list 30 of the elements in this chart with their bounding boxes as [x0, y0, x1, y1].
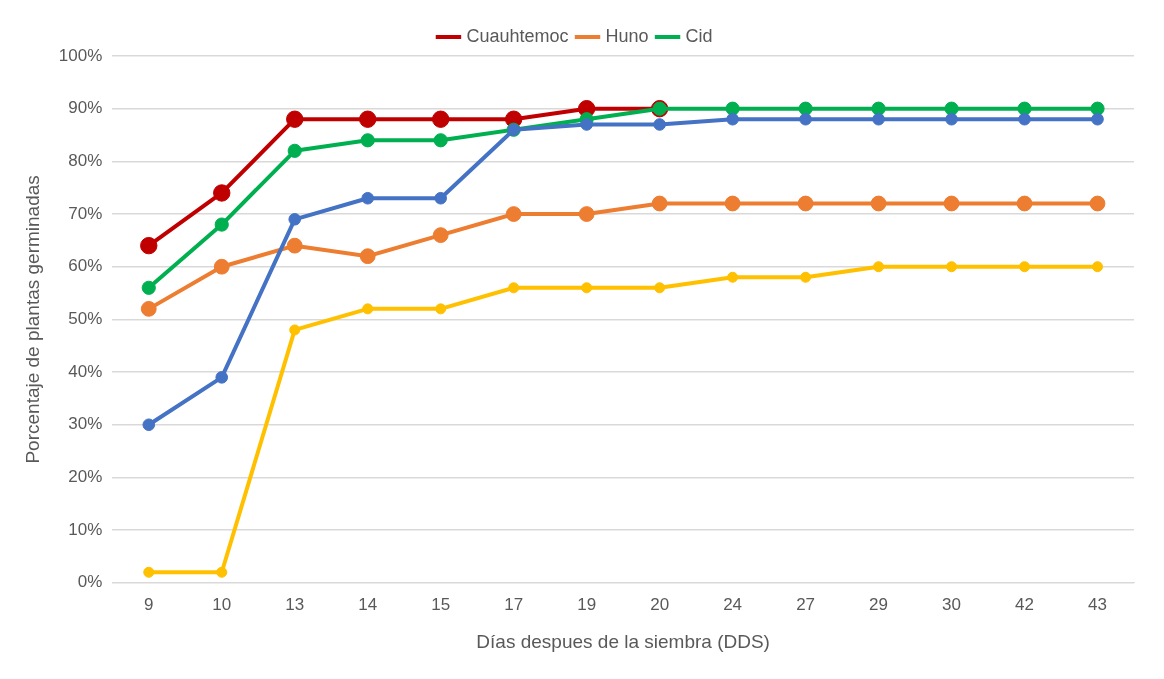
x-tick-label: 14: [358, 594, 378, 614]
y-tick-label: 10%: [68, 519, 103, 539]
x-tick-label: 42: [1015, 594, 1034, 614]
x-tick-label: 29: [869, 594, 889, 614]
x-tick-label: 19: [577, 594, 597, 614]
y-tick-label: 100%: [58, 45, 103, 65]
y-tick-label: 40%: [68, 361, 103, 381]
legend-label: Huno: [605, 25, 649, 46]
y-tick-label: 0%: [77, 572, 103, 592]
y-tick-label: 90%: [68, 98, 103, 118]
x-tick-label: 27: [796, 594, 816, 614]
y-tick-label: 60%: [68, 256, 103, 276]
y-tick-label: 80%: [68, 151, 103, 171]
x-tick-label: 24: [723, 594, 743, 614]
x-tick-label: 13: [285, 594, 305, 614]
x-tick-label: 15: [431, 594, 451, 614]
x-tick-label: 17: [504, 594, 524, 614]
x-axis-title: Días despues de la siembra (DDS): [476, 630, 770, 652]
y-axis-title: Porcentaje de plantas germinadas: [21, 175, 43, 464]
x-tick-label: 10: [212, 594, 232, 614]
legend-label: Cuauhtemoc: [466, 25, 569, 46]
y-tick-label: 50%: [68, 309, 103, 329]
x-tick-label: 20: [650, 594, 670, 614]
x-tick-label: 43: [1088, 594, 1107, 614]
y-tick-label: 70%: [68, 203, 103, 223]
y-tick-label: 30%: [68, 414, 103, 434]
x-tick-label: 30: [942, 594, 962, 614]
legend-label: Cid: [685, 25, 713, 46]
y-tick-label: 20%: [68, 467, 103, 487]
x-tick-label: 9: [144, 594, 154, 614]
